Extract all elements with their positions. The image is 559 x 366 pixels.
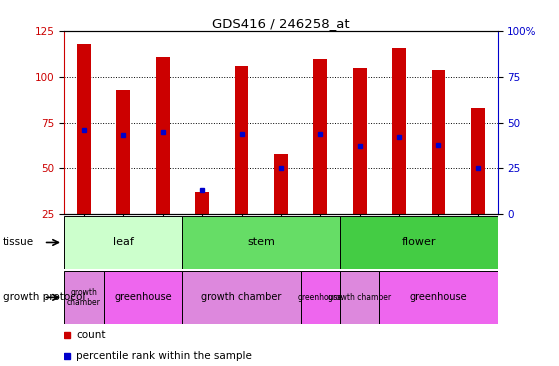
Bar xyxy=(432,70,446,214)
Bar xyxy=(340,216,498,269)
Text: count: count xyxy=(76,330,106,340)
Bar xyxy=(182,271,301,324)
Bar xyxy=(77,44,91,214)
Bar xyxy=(235,66,248,214)
Bar xyxy=(195,192,209,214)
Text: greenhouse: greenhouse xyxy=(114,292,172,302)
Bar xyxy=(156,57,169,214)
Text: growth protocol: growth protocol xyxy=(3,292,85,302)
Text: growth chamber: growth chamber xyxy=(328,293,391,302)
Text: growth
chamber: growth chamber xyxy=(67,288,101,307)
Text: greenhouse: greenhouse xyxy=(298,293,343,302)
Bar xyxy=(380,271,498,324)
Bar xyxy=(182,216,340,269)
Text: greenhouse: greenhouse xyxy=(410,292,467,302)
Bar xyxy=(64,216,182,269)
Bar xyxy=(64,271,103,324)
Text: flower: flower xyxy=(401,238,436,247)
Bar xyxy=(116,90,130,214)
Bar xyxy=(301,271,340,324)
Text: growth chamber: growth chamber xyxy=(201,292,282,302)
Title: GDS416 / 246258_at: GDS416 / 246258_at xyxy=(212,17,350,30)
Text: tissue: tissue xyxy=(3,238,34,247)
Bar xyxy=(103,271,182,324)
Bar xyxy=(353,68,367,214)
Text: leaf: leaf xyxy=(113,238,134,247)
Text: percentile rank within the sample: percentile rank within the sample xyxy=(76,351,252,362)
Text: stem: stem xyxy=(247,238,275,247)
Bar xyxy=(471,108,485,214)
Bar xyxy=(274,154,288,214)
Bar xyxy=(314,59,327,214)
Bar xyxy=(340,271,380,324)
Bar xyxy=(392,48,406,214)
